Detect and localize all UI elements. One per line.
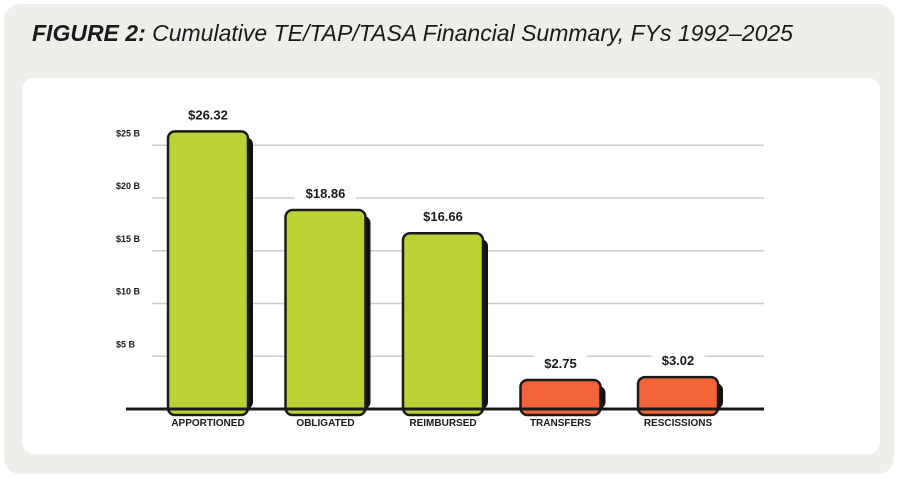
- figure-title: FIGURE 2: Cumulative TE/TAP/TASA Financi…: [32, 20, 793, 47]
- y-tick-label: $10 B: [116, 287, 141, 297]
- category-label: REIMBURSED: [409, 418, 476, 429]
- labels: $26.32 APPORTIONED $18.86 OBLIGATED $16.66 RE…: [171, 105, 713, 429]
- y-tick-label: $20 B: [116, 181, 141, 191]
- y-tick-label: $25 B: [116, 128, 141, 138]
- value-label: $16.66: [423, 209, 463, 224]
- bar-apportioned: [166, 130, 250, 417]
- value-label: $26.32: [188, 107, 228, 122]
- value-label-bg: [651, 351, 705, 371]
- bar-rescissions: [636, 375, 720, 417]
- figure-caption: Cumulative TE/TAP/TASA Financial Summary…: [152, 20, 793, 46]
- category-label: TRANSFERS: [530, 418, 591, 429]
- value-label: $18.86: [306, 186, 346, 201]
- value-label-bg: [534, 353, 587, 373]
- bar-transfers: [519, 378, 602, 417]
- bar-reimbursed: [401, 231, 485, 417]
- bar-obligated: [284, 208, 367, 417]
- y-tick-label: $5 B: [116, 339, 136, 349]
- value-label: $2.75: [544, 356, 577, 371]
- value-label-bg: [412, 207, 474, 227]
- value-label: $3.02: [662, 353, 695, 368]
- y-axis-ticks: $5 B $10 B $15 B $20 B $25 B: [116, 128, 141, 349]
- category-label: RESCISSIONS: [644, 418, 713, 429]
- y-tick-label: $15 B: [116, 234, 141, 244]
- category-label: OBLIGATED: [296, 418, 354, 429]
- value-label-bg: [294, 184, 357, 204]
- figure-label: FIGURE 2:: [32, 20, 146, 46]
- value-label-bg: [177, 105, 239, 125]
- bars: [166, 130, 723, 417]
- category-label: APPORTIONED: [171, 418, 244, 429]
